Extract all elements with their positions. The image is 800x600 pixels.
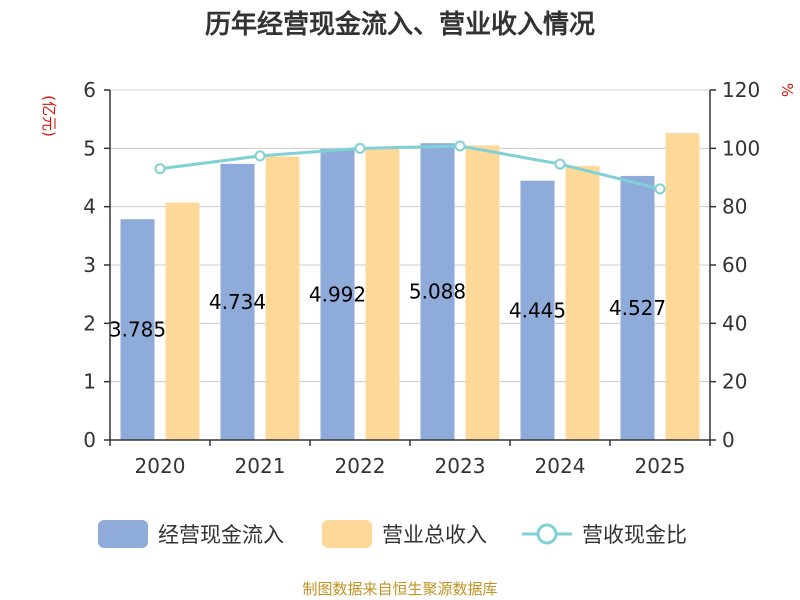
bar-revenue <box>665 133 700 440</box>
bar-cash-inflow <box>620 175 655 441</box>
ratio-point <box>154 163 166 175</box>
data-label-cash-inflow: 5.088 <box>409 280 466 304</box>
x-tick-label: 2020 <box>135 454 186 478</box>
left-tick-label: 4 <box>83 195 96 219</box>
right-axis-unit: % <box>778 83 796 97</box>
ratio-point <box>654 183 666 195</box>
left-tick-label: 2 <box>83 311 96 335</box>
bar-cash-inflow <box>320 148 355 441</box>
data-label-cash-inflow: 4.734 <box>209 290 266 314</box>
bar-cash-inflow <box>120 219 155 440</box>
left-tick-label: 6 <box>83 78 96 102</box>
x-tick-label: 2024 <box>535 454 586 478</box>
right-tick-label: 60 <box>722 253 747 277</box>
bar-revenue <box>165 202 200 440</box>
legend: 经营现金流入 营业总收入 营收现金比 <box>98 520 687 548</box>
data-labels: 3.785 4.734 4.992 5.088 4.445 4.527 <box>109 280 666 342</box>
bar-cash-inflow <box>220 163 255 440</box>
x-tick-label: 2023 <box>435 454 486 478</box>
ratio-point <box>454 140 466 152</box>
right-tick-label: 0 <box>722 428 735 452</box>
bar-revenue <box>265 156 300 440</box>
left-tick-label: 3 <box>83 253 96 277</box>
data-label-cash-inflow: 4.445 <box>509 298 566 322</box>
right-tick-label: 120 <box>722 78 760 102</box>
bar-cash-inflow <box>520 180 555 441</box>
ratio-point <box>254 150 266 162</box>
right-tick-label: 80 <box>722 195 747 219</box>
data-label-cash-inflow: 4.527 <box>609 296 666 320</box>
ratio-point <box>354 142 366 154</box>
ratio-line <box>154 140 666 195</box>
legend-swatch-1 <box>322 520 372 548</box>
x-tick-label: 2021 <box>235 454 286 478</box>
left-tick-label: 5 <box>83 136 96 160</box>
ratio-line-path <box>159 144 661 191</box>
bar-cash-inflow <box>420 143 455 440</box>
bar-revenue <box>465 145 500 440</box>
right-tick-label: 40 <box>722 311 747 335</box>
legend-label: 营业总收入 <box>382 523 487 547</box>
x-tick-label: 2022 <box>335 454 386 478</box>
legend-line-marker <box>536 523 558 545</box>
x-tick-label: 2025 <box>635 454 686 478</box>
right-tick-label: 20 <box>722 370 747 394</box>
gridlines <box>110 89 710 383</box>
ratio-point <box>554 158 566 170</box>
right-tick-label: 100 <box>722 136 760 160</box>
bar-revenue <box>365 148 400 440</box>
left-tick-label: 1 <box>83 370 96 394</box>
source-note: 制图数据来自恒生聚源数据库 <box>302 580 497 598</box>
legend-label: 营收现金比 <box>582 523 687 547</box>
left-tick-label: 0 <box>83 428 96 452</box>
bars <box>120 133 700 441</box>
data-label-cash-inflow: 3.785 <box>109 318 166 342</box>
data-label-cash-inflow: 4.992 <box>309 282 366 306</box>
legend-label: 经营现金流入 <box>158 523 284 547</box>
legend-swatch-0 <box>98 520 148 548</box>
bar-revenue <box>565 165 600 441</box>
left-axis-unit: (亿元) <box>40 95 58 137</box>
chart-title: 历年经营现金流入、营业收入情况 <box>205 9 595 40</box>
